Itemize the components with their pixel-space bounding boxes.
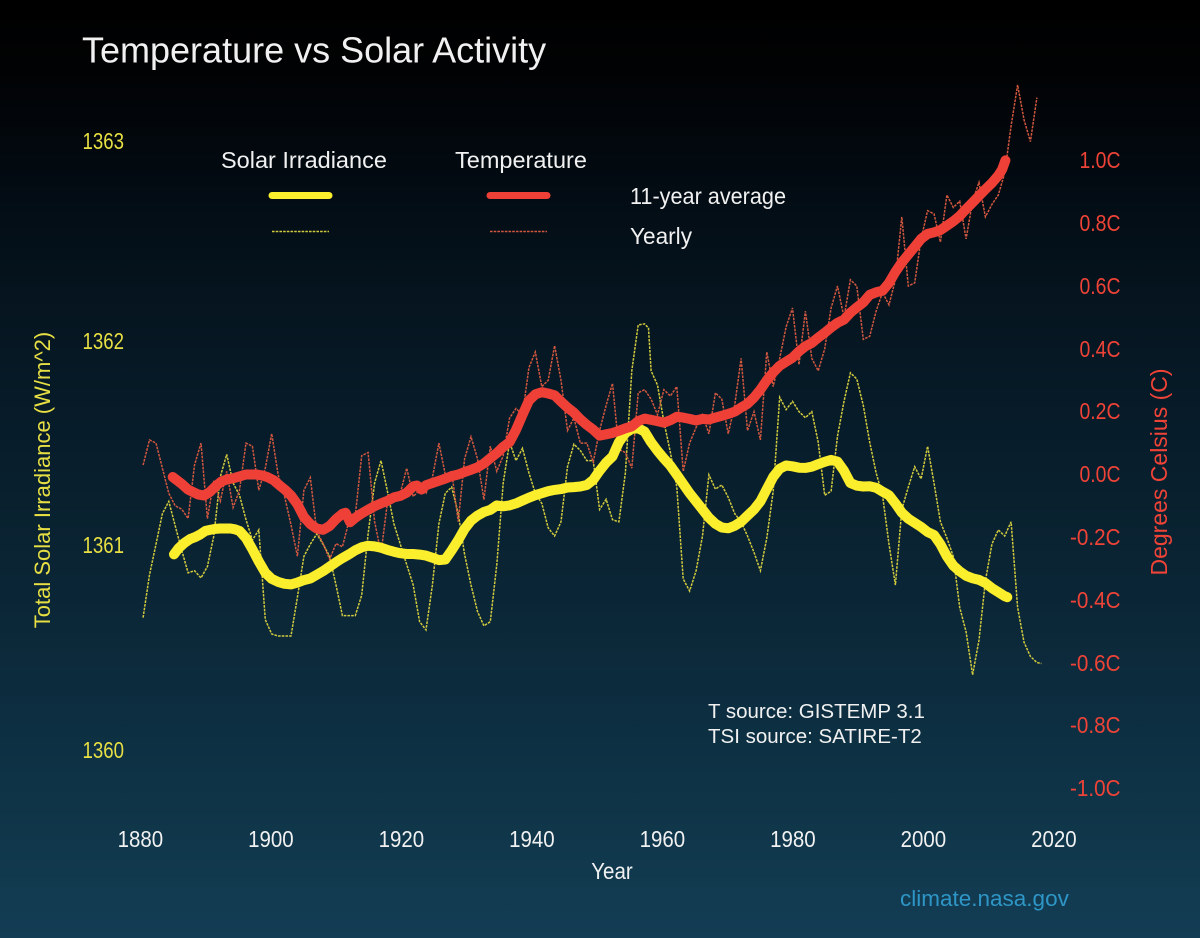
svg-text:0.2C: 0.2C (1080, 398, 1121, 424)
svg-text:1.0C: 1.0C (1080, 147, 1121, 173)
svg-text:2020: 2020 (1031, 826, 1077, 852)
svg-text:-0.4C: -0.4C (1070, 587, 1121, 613)
svg-text:climate.nasa.gov: climate.nasa.gov (900, 886, 1070, 911)
svg-text:Total Solar Irradiance (W/m^2): Total Solar Irradiance (W/m^2) (30, 332, 55, 628)
svg-text:TSI source: SATIRE-T2: TSI source: SATIRE-T2 (708, 725, 922, 748)
svg-text:1940: 1940 (509, 826, 555, 852)
svg-text:-0.8C: -0.8C (1070, 712, 1121, 738)
svg-text:1980: 1980 (770, 826, 816, 852)
svg-text:-0.2C: -0.2C (1070, 524, 1121, 550)
svg-text:1362: 1362 (83, 328, 125, 354)
svg-text:-0.6C: -0.6C (1070, 650, 1121, 676)
svg-text:Degrees Celsius (C): Degrees Celsius (C) (1146, 368, 1172, 575)
svg-text:-1.0C: -1.0C (1070, 775, 1121, 801)
svg-text:0.0C: 0.0C (1080, 461, 1121, 487)
svg-text:1363: 1363 (83, 128, 125, 154)
svg-text:0.4C: 0.4C (1080, 336, 1121, 362)
svg-text:Temperature: Temperature (455, 147, 587, 173)
svg-text:Year: Year (591, 858, 633, 884)
svg-text:1960: 1960 (640, 826, 686, 852)
svg-text:T source: GISTEMP 3.1: T source: GISTEMP 3.1 (708, 700, 925, 723)
svg-text:1880: 1880 (118, 826, 164, 852)
svg-text:Temperature vs Solar Activity: Temperature vs Solar Activity (82, 30, 546, 71)
svg-text:1361: 1361 (83, 532, 125, 558)
svg-text:1920: 1920 (379, 826, 425, 852)
svg-text:Solar Irradiance: Solar Irradiance (221, 147, 387, 173)
svg-text:Yearly: Yearly (630, 223, 692, 249)
svg-text:11-year average: 11-year average (630, 183, 786, 209)
svg-text:2000: 2000 (901, 826, 947, 852)
svg-text:1900: 1900 (248, 826, 294, 852)
svg-text:0.8C: 0.8C (1080, 210, 1121, 236)
svg-text:0.6C: 0.6C (1080, 273, 1121, 299)
svg-text:1360: 1360 (83, 737, 125, 763)
